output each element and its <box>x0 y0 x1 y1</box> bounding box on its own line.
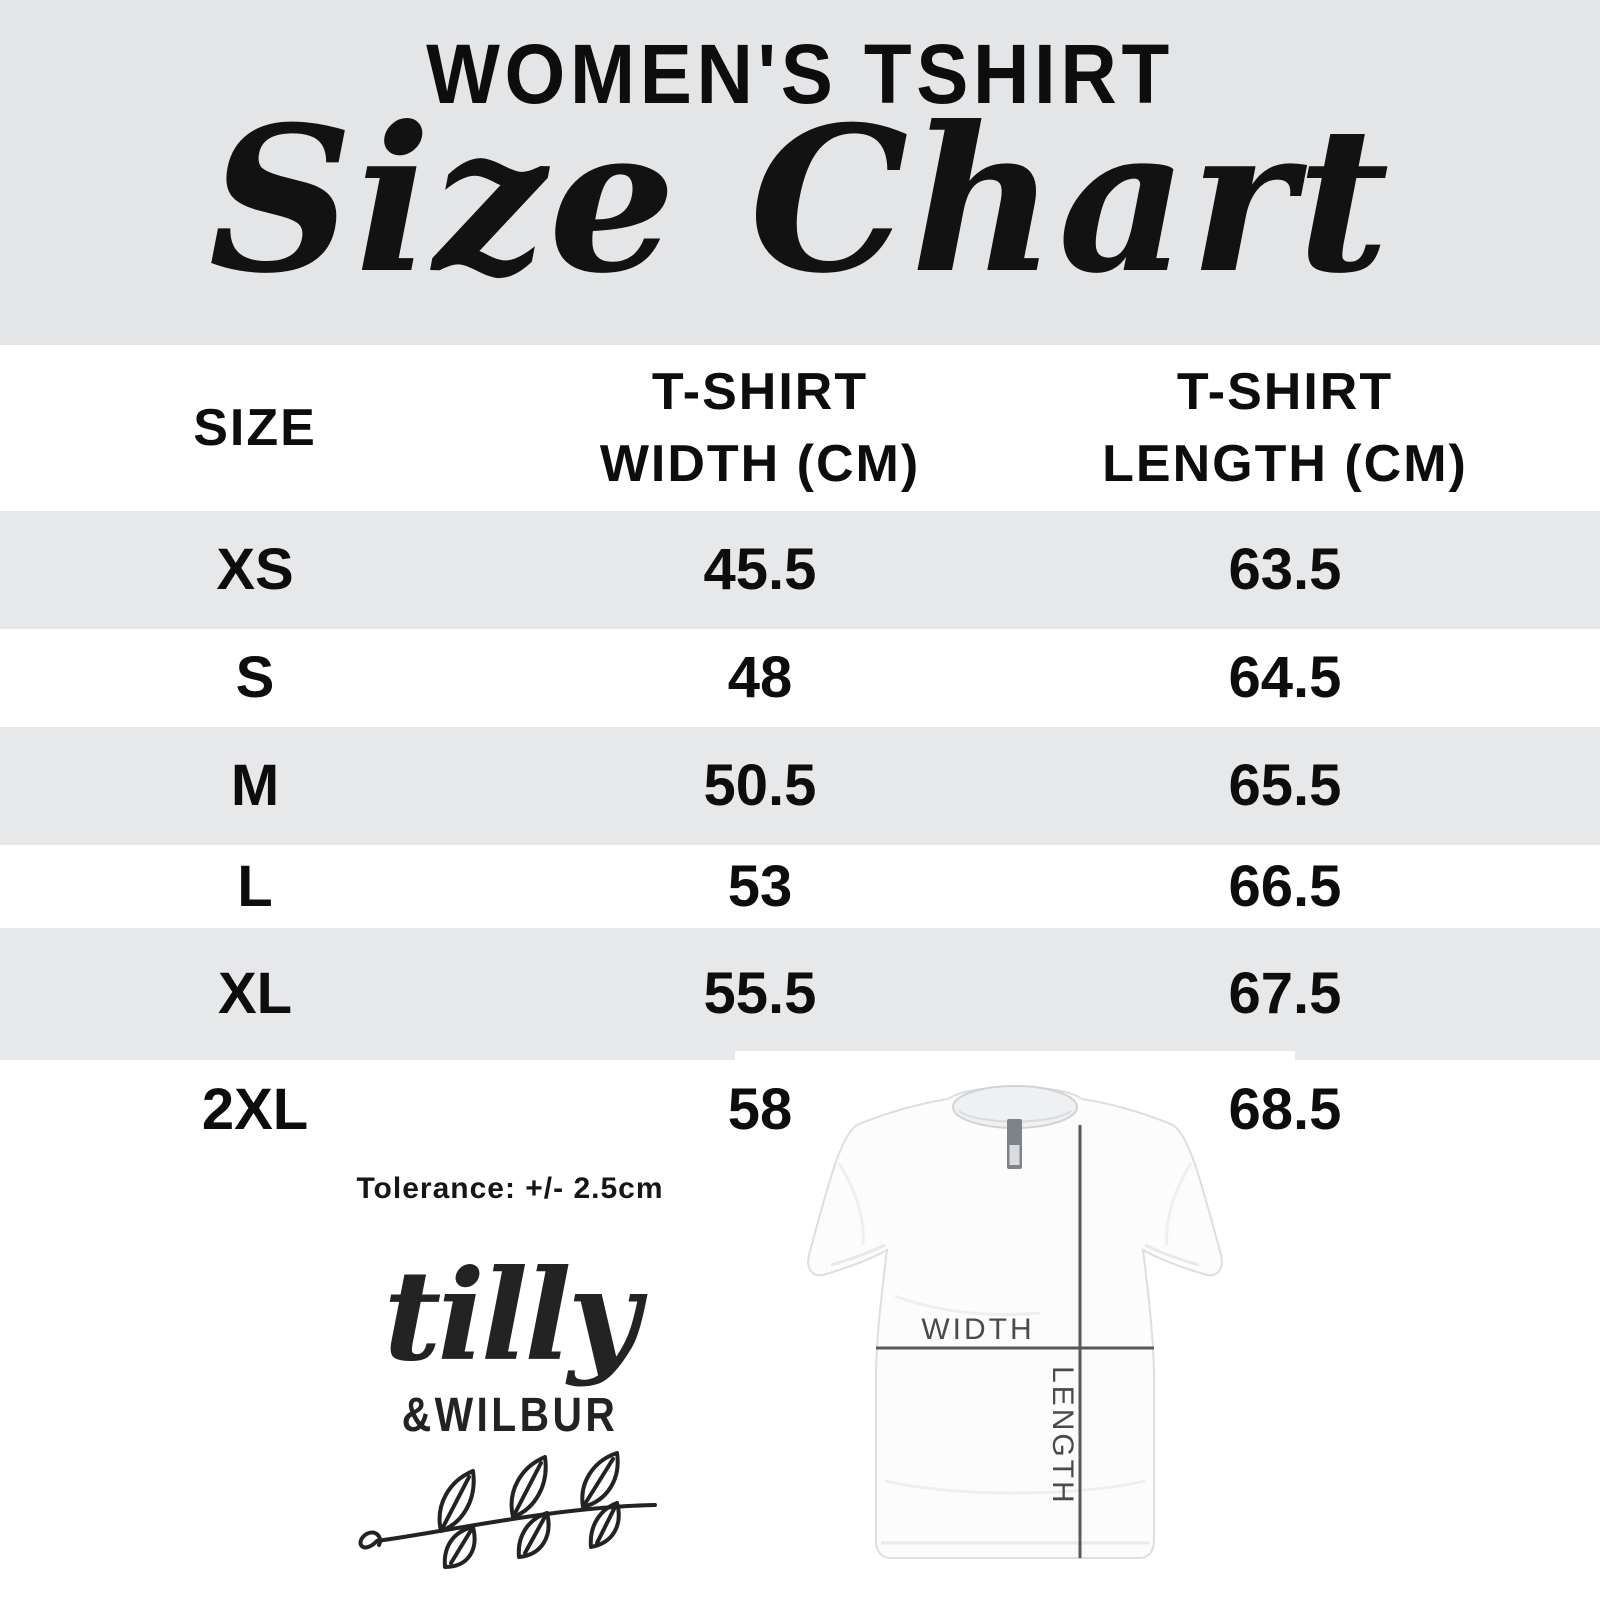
length-label: LENGTH <box>1046 1366 1079 1506</box>
size-cell: S <box>235 645 275 710</box>
size-cell: 2XL <box>201 1077 309 1142</box>
table-row-xs: XS 45.5 63.5 <box>0 511 1600 629</box>
length-cell: 67.5 <box>1228 961 1342 1026</box>
table-header-row: SIZE T-SHIRT WIDTH (CM) T-SHIRT LENGTH (… <box>0 345 1600 511</box>
table-row-s: S 48 64.5 <box>0 629 1600 727</box>
size-table: XS 45.5 63.5 S 48 64.5 M 50.5 65.5 L 53 … <box>0 511 1600 1160</box>
page-subtitle: Size Chart <box>208 83 1392 318</box>
column-header-width: T-SHIRT WIDTH (CM) <box>520 356 1000 500</box>
brand-name-caps: &WILBUR <box>401 1388 619 1442</box>
length-cell: 63.5 <box>1228 537 1342 602</box>
column-header-width-line1: T-SHIRT <box>651 363 869 421</box>
tolerance-note: Tolerance: +/- 2.5cm <box>356 1172 664 1205</box>
length-cell: 65.5 <box>1228 753 1342 818</box>
column-header-length-line1: T-SHIRT <box>1176 363 1394 421</box>
length-cell: 64.5 <box>1228 645 1342 710</box>
length-cell: 68.5 <box>1228 1077 1342 1142</box>
brand-name-script: tilly <box>383 1243 641 1389</box>
table-row-2xl: 2XL 58 68.5 <box>0 1060 1600 1160</box>
width-cell: 55.5 <box>703 961 817 1026</box>
tshirt-measurement-diagram: WIDTH LENGTH <box>735 1051 1295 1600</box>
size-cell: M <box>230 753 280 818</box>
width-label: WIDTH <box>921 1313 1034 1346</box>
table-row-m: M 50.5 65.5 <box>0 727 1600 845</box>
table-row-xl: XL 55.5 67.5 <box>0 928 1600 1060</box>
leaf-branch-icon <box>330 1449 690 1574</box>
column-header-length-line2: LENGTH (CM) <box>1102 435 1468 493</box>
size-cell: XS <box>216 537 294 602</box>
width-cell: 45.5 <box>703 537 817 602</box>
width-cell: 50.5 <box>703 753 817 818</box>
header-banner: WOMEN'S TSHIRT Size Chart <box>0 0 1600 345</box>
column-header-width-line2: WIDTH (CM) <box>599 435 921 493</box>
tshirt-illustration <box>807 1085 1223 1559</box>
width-cell: 48 <box>727 645 793 710</box>
width-cell: 58 <box>727 1077 793 1142</box>
table-row-l: L 53 66.5 <box>0 845 1600 928</box>
brand-logo: tilly &WILBUR <box>330 1243 690 1574</box>
width-cell: 53 <box>727 854 793 919</box>
page-title: WOMEN'S TSHIRT <box>426 27 1174 121</box>
size-cell: L <box>237 854 273 919</box>
column-header-size: SIZE <box>193 399 317 457</box>
length-cell: 66.5 <box>1228 854 1342 919</box>
column-header-length: T-SHIRT LENGTH (CM) <box>1040 356 1530 500</box>
size-cell: XL <box>217 961 293 1026</box>
